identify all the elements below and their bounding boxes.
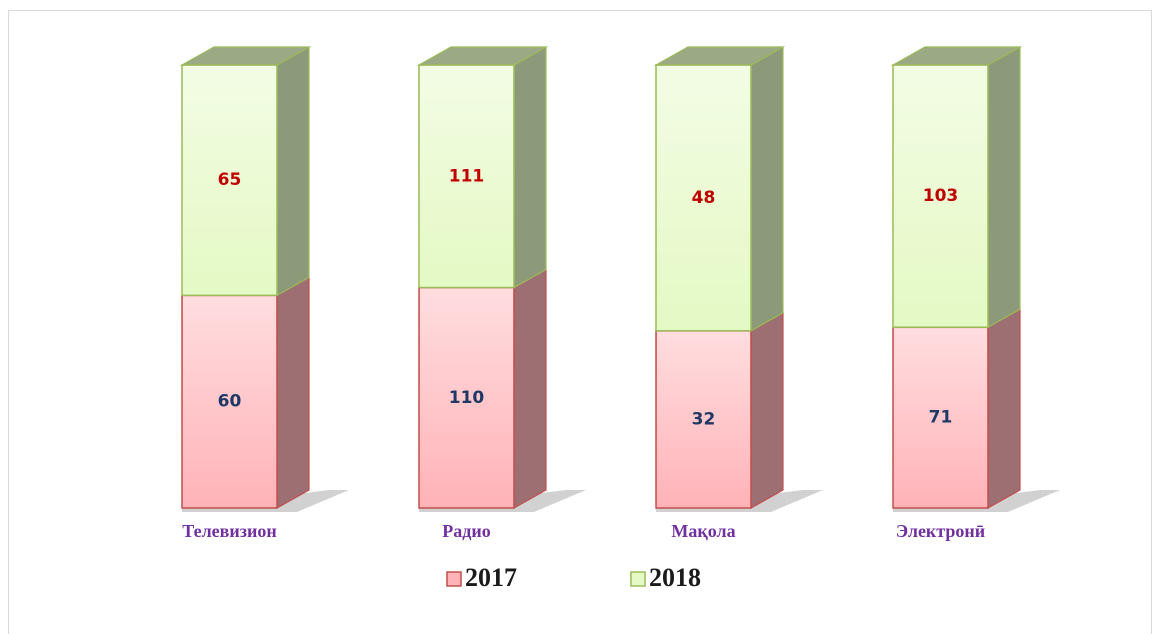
bar-top bbox=[653, 46, 786, 66]
data-label: 32 bbox=[692, 409, 716, 429]
x-tick-label: Мақола bbox=[671, 521, 735, 541]
bar-shine bbox=[657, 331, 750, 507]
bar-shine bbox=[420, 288, 513, 507]
bar-side bbox=[987, 45, 1021, 329]
legend-swatch bbox=[446, 571, 462, 587]
bar-side bbox=[987, 308, 1021, 510]
bar-shine bbox=[420, 66, 513, 287]
data-label: 110 bbox=[449, 388, 485, 408]
legend-label: 2018 bbox=[649, 563, 701, 592]
x-tick-label: Электронӣ bbox=[896, 521, 985, 541]
bar-shine bbox=[183, 66, 276, 295]
bar-top bbox=[890, 46, 1023, 66]
data-label: 60 bbox=[218, 392, 242, 412]
bar-top bbox=[416, 46, 549, 66]
bar-top bbox=[179, 46, 312, 66]
data-label: 48 bbox=[692, 188, 716, 208]
bar-shine bbox=[183, 296, 276, 507]
frame bbox=[8, 10, 1152, 634]
bar-shine bbox=[894, 66, 987, 327]
data-label: 103 bbox=[923, 186, 959, 206]
data-label: 71 bbox=[929, 408, 953, 428]
data-label: 111 bbox=[449, 166, 485, 186]
bar-shine bbox=[657, 66, 750, 330]
legend-swatch bbox=[630, 571, 646, 587]
x-tick-label: Радио bbox=[442, 521, 490, 541]
bar-side bbox=[513, 45, 547, 289]
legend-label: 2017 bbox=[465, 563, 517, 592]
bar-side bbox=[276, 45, 310, 297]
bar-shine bbox=[894, 328, 987, 507]
data-label: 65 bbox=[218, 170, 242, 190]
x-tick-label: Телевизион bbox=[182, 521, 276, 541]
bar-side bbox=[513, 268, 547, 510]
bar-side bbox=[276, 276, 310, 510]
bar-side bbox=[750, 45, 784, 332]
bar-side bbox=[750, 311, 784, 510]
